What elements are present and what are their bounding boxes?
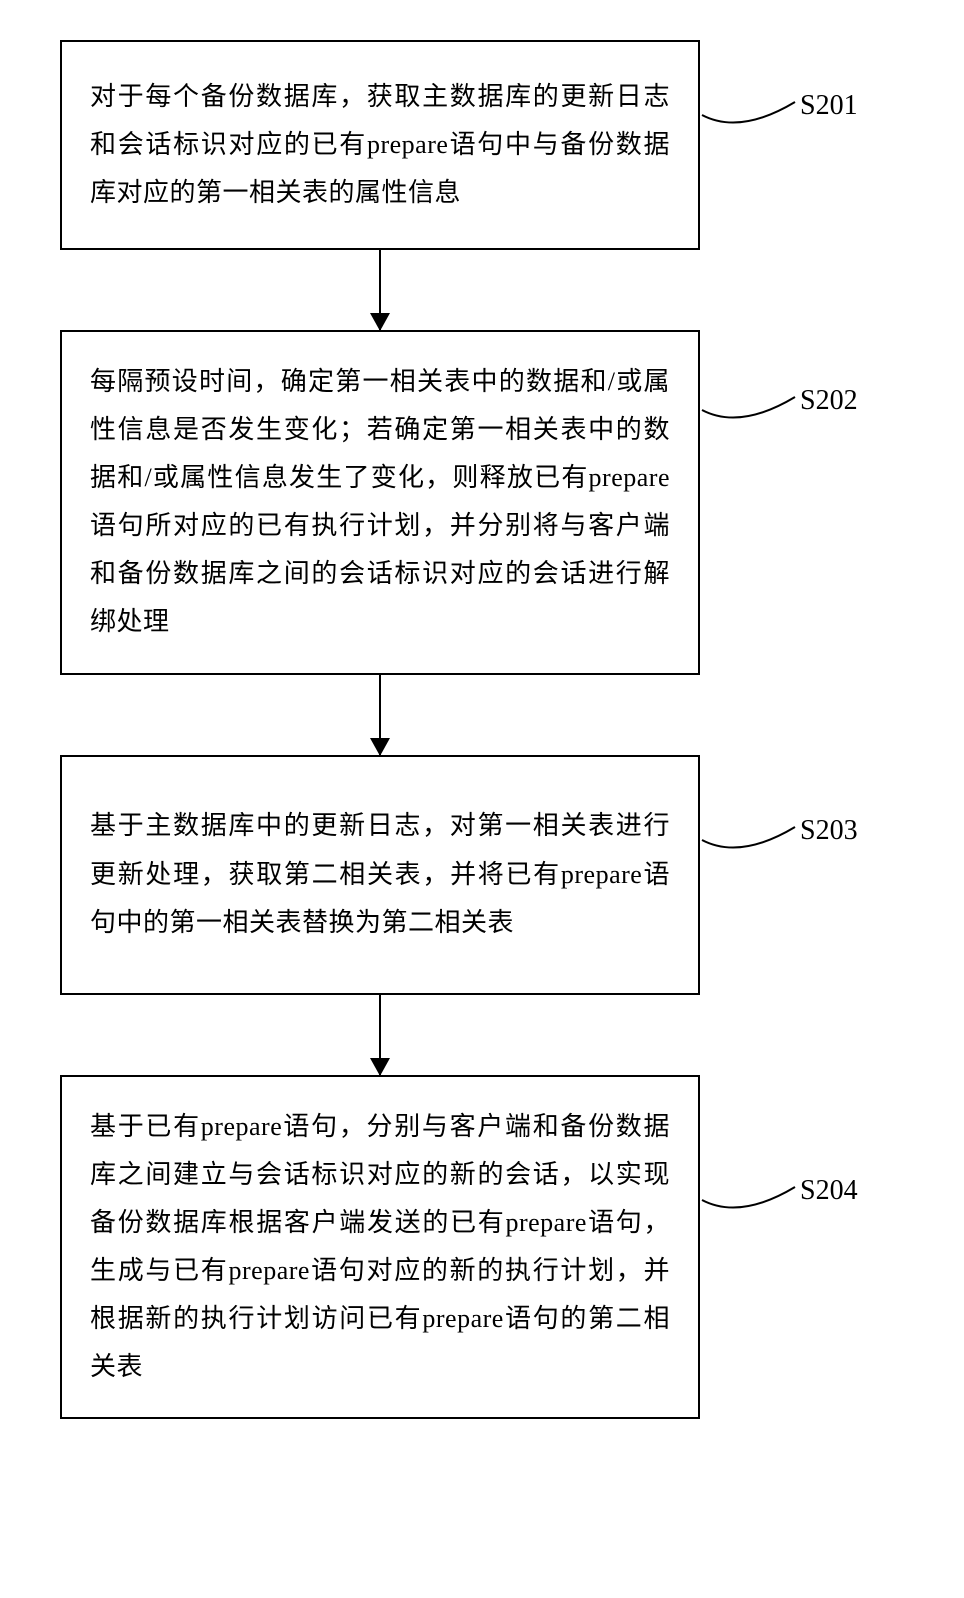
step-box-s202: 每隔预设时间，确定第一相关表中的数据和/或属性信息是否发生变化；若确定第一相关表…	[60, 330, 700, 675]
arrow-3	[379, 995, 381, 1075]
step-box-s203: 基于主数据库中的更新日志，对第一相关表进行更新处理，获取第二相关表，并将已有pr…	[60, 755, 700, 995]
connector-s204	[700, 1165, 800, 1225]
flowchart-container: 对于每个备份数据库，获取主数据库的更新日志和会话标识对应的已有prepare语句…	[60, 40, 700, 1419]
step-text: 每隔预设时间，确定第一相关表中的数据和/或属性信息是否发生变化；若确定第一相关表…	[90, 358, 670, 647]
step-text: 基于已有prepare语句，分别与客户端和备份数据库之间建立与会话标识对应的新的…	[90, 1103, 670, 1392]
step-label-s203: S203	[800, 815, 858, 847]
step-text: 基于主数据库中的更新日志，对第一相关表进行更新处理，获取第二相关表，并将已有pr…	[90, 802, 670, 946]
step-box-s204: 基于已有prepare语句，分别与客户端和备份数据库之间建立与会话标识对应的新的…	[60, 1075, 700, 1420]
connector-s201	[700, 80, 800, 140]
step-label-s204: S204	[800, 1175, 858, 1207]
step-text: 对于每个备份数据库，获取主数据库的更新日志和会话标识对应的已有prepare语句…	[90, 73, 670, 217]
step-label-s202: S202	[800, 385, 858, 417]
step-box-s201: 对于每个备份数据库，获取主数据库的更新日志和会话标识对应的已有prepare语句…	[60, 40, 700, 250]
arrow-1	[379, 250, 381, 330]
connector-s203	[700, 805, 800, 865]
connector-s202	[700, 375, 800, 435]
step-label-s201: S201	[800, 90, 858, 122]
arrow-2	[379, 675, 381, 755]
